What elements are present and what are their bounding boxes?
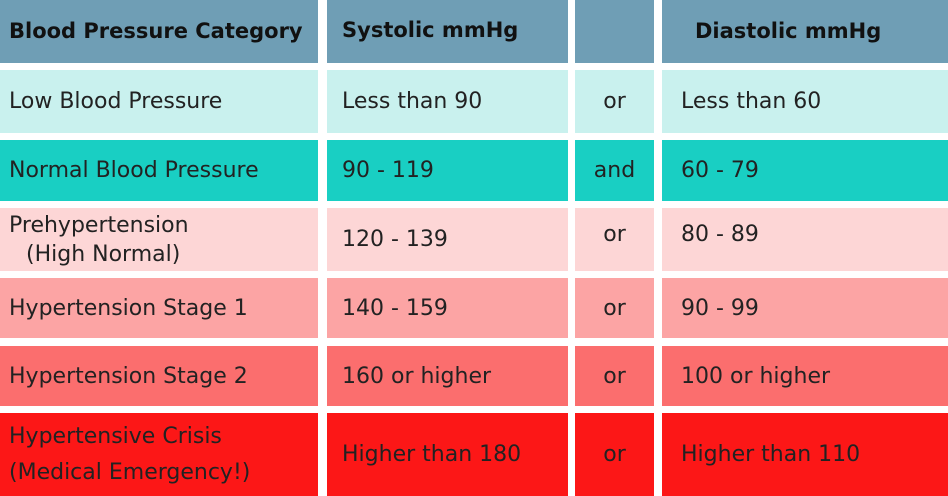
diastolic-stage1: 90 - 99 xyxy=(662,278,948,338)
connector-prehypertension: or xyxy=(575,208,654,271)
category-stage1: Hypertension Stage 1 xyxy=(0,278,318,338)
systolic-prehypertension: 120 - 139 xyxy=(327,208,568,271)
header-diastolic: Diastolic mmHg xyxy=(662,0,948,63)
connector-stage2: or xyxy=(575,346,654,406)
systolic-crisis: Higher than 180 xyxy=(327,413,568,496)
category-prehypertension: Prehypertension (High Normal) xyxy=(0,208,318,271)
category-crisis-line1: Hypertensive Crisis xyxy=(9,423,222,449)
category-normal: Normal Blood Pressure xyxy=(0,140,318,201)
category-crisis: Hypertensive Crisis (Medical Emergency!) xyxy=(0,413,318,496)
systolic-normal: 90 - 119 xyxy=(327,140,568,201)
connector-normal: and xyxy=(575,140,654,201)
diastolic-low: Less than 60 xyxy=(662,70,948,133)
category-low: Low Blood Pressure xyxy=(0,70,318,133)
diastolic-normal: 60 - 79 xyxy=(662,140,948,201)
header-systolic: Systolic mmHg xyxy=(327,0,568,63)
diastolic-prehypertension: 80 - 89 xyxy=(662,208,948,271)
connector-low: or xyxy=(575,70,654,133)
category-crisis-line2: (Medical Emergency!) xyxy=(9,459,251,485)
category-prehypertension-line2: (High Normal) xyxy=(26,241,181,267)
connector-stage1: or xyxy=(575,278,654,338)
systolic-low: Less than 90 xyxy=(327,70,568,133)
systolic-stage2: 160 or higher xyxy=(327,346,568,406)
category-prehypertension-line1: Prehypertension xyxy=(9,212,189,238)
header-connector xyxy=(575,0,654,63)
header-category: Blood Pressure Category xyxy=(0,0,318,63)
connector-crisis: or xyxy=(575,413,654,496)
category-stage2: Hypertension Stage 2 xyxy=(0,346,318,406)
diastolic-stage2: 100 or higher xyxy=(662,346,948,406)
systolic-stage1: 140 - 159 xyxy=(327,278,568,338)
diastolic-crisis: Higher than 110 xyxy=(662,413,948,496)
